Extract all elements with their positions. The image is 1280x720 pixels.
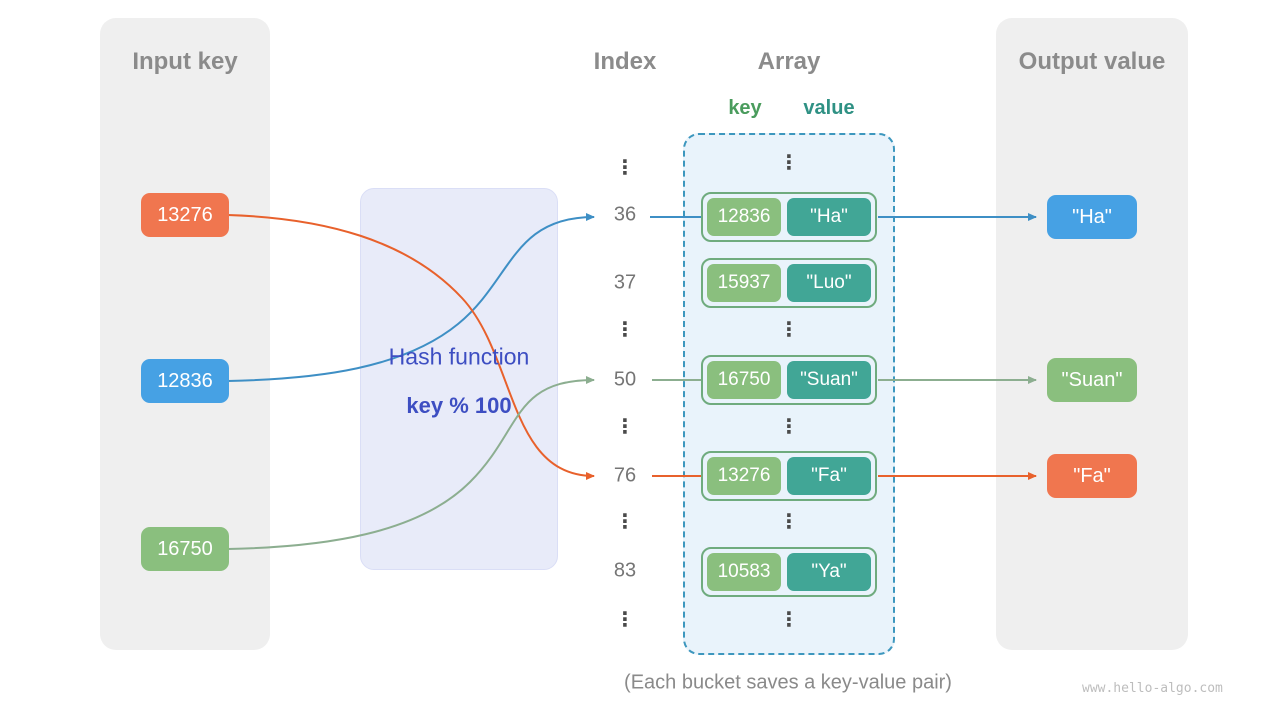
index-ellipsis: ⋮ (615, 319, 635, 341)
index-37: 37 (613, 271, 637, 294)
bucket-pair-ya: 10583 "Ya" (701, 547, 877, 597)
index-title: Index (593, 48, 657, 75)
array-title: Array (757, 48, 821, 75)
index-36: 36 (613, 203, 637, 226)
index-50: 50 (613, 368, 637, 391)
bucket-value: "Suan" (787, 361, 871, 399)
bucket-value: "Ya" (787, 553, 871, 591)
output-value-ha: "Ha" (1047, 195, 1137, 239)
input-key-title: Input key (132, 48, 238, 75)
bucket-key: 13276 (707, 457, 781, 495)
array-ellipsis: ⋮ (779, 511, 799, 533)
index-ellipsis: ⋮ (615, 416, 635, 438)
input-key-16750: 16750 (141, 527, 229, 571)
key-column-label: key (728, 97, 762, 119)
bucket-value: "Fa" (787, 457, 871, 495)
input-key-12836: 12836 (141, 359, 229, 403)
index-ellipsis: ⋮ (615, 609, 635, 631)
output-value-fa: "Fa" (1047, 454, 1137, 498)
bucket-value: "Luo" (787, 264, 871, 302)
bucket-key: 10583 (707, 553, 781, 591)
array-ellipsis: ⋮ (779, 416, 799, 438)
bucket-pair-fa: 13276 "Fa" (701, 451, 877, 501)
array-ellipsis: ⋮ (779, 319, 799, 341)
bucket-pair-luo: 15937 "Luo" (701, 258, 877, 308)
input-key-13276: 13276 (141, 193, 229, 237)
array-ellipsis: ⋮ (779, 152, 799, 174)
bucket-pair-suan: 16750 "Suan" (701, 355, 877, 405)
hash-function-box (360, 188, 558, 570)
bucket-key: 12836 (707, 198, 781, 236)
index-83: 83 (613, 559, 637, 582)
diagram-caption: (Each bucket saves a key-value pair) (624, 671, 952, 694)
bucket-key: 16750 (707, 361, 781, 399)
output-value-panel (996, 18, 1188, 650)
output-value-suan: "Suan" (1047, 358, 1137, 402)
bucket-pair-ha: 12836 "Ha" (701, 192, 877, 242)
bucket-key: 15937 (707, 264, 781, 302)
site-watermark: www.hello-algo.com (1082, 681, 1223, 696)
index-ellipsis: ⋮ (615, 157, 635, 179)
array-ellipsis: ⋮ (779, 609, 799, 631)
bucket-value: "Ha" (787, 198, 871, 236)
index-ellipsis: ⋮ (615, 511, 635, 533)
value-column-label: value (803, 97, 855, 119)
index-76: 76 (613, 464, 637, 487)
hash-function-label: Hash function (388, 343, 530, 370)
output-value-title: Output value (1018, 48, 1166, 75)
hash-function-formula: key % 100 (406, 393, 512, 418)
